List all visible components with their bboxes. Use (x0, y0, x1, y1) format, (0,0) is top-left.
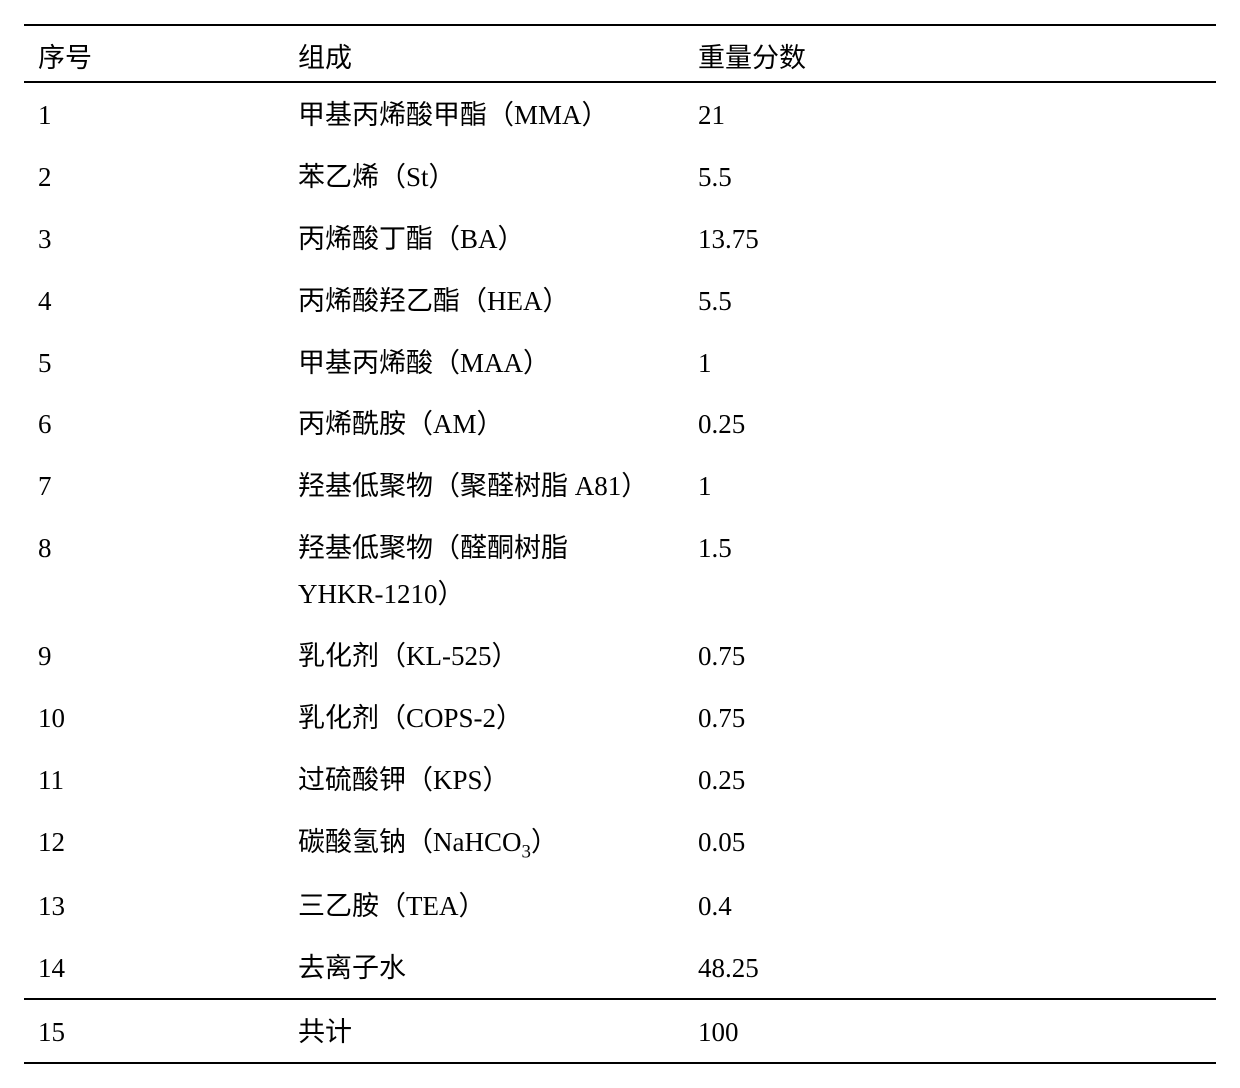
cell-wt: 5.5 (684, 145, 1216, 207)
cell-comp: 乳化剂（KL-525） (284, 624, 684, 686)
cell-comp: 苯乙烯（St） (284, 145, 684, 207)
cell-wt: 1 (684, 454, 1216, 516)
cell-comp: 碳酸氢钠（NaHCO3） (284, 810, 684, 875)
cell-comp: 乳化剂（COPS-2） (284, 686, 684, 748)
table-row: 14去离子水48.25 (24, 936, 1216, 999)
cell-comp: 羟基低聚物（醛酮树脂YHKR-1210） (284, 516, 684, 624)
table-row: 1甲基丙烯酸甲酯（MMA）21 (24, 82, 1216, 145)
cell-seq: 12 (24, 810, 284, 875)
cell-seq: 9 (24, 624, 284, 686)
cell-comp: 丙烯酸丁酯（BA） (284, 207, 684, 269)
cell-seq: 13 (24, 874, 284, 936)
cell-wt: 0.75 (684, 624, 1216, 686)
cell-comp: 三乙胺（TEA） (284, 874, 684, 936)
cell-comp: 过硫酸钾（KPS） (284, 748, 684, 810)
table-row: 2苯乙烯（St）5.5 (24, 145, 1216, 207)
cell-seq: 6 (24, 392, 284, 454)
table-row: 4丙烯酸羟乙酯（HEA）5.5 (24, 269, 1216, 331)
col-header-seq: 序号 (24, 25, 284, 82)
cell-wt: 0.25 (684, 392, 1216, 454)
cell-wt: 21 (684, 82, 1216, 145)
cell-seq: 4 (24, 269, 284, 331)
table-row: 10乳化剂（COPS-2）0.75 (24, 686, 1216, 748)
cell-comp: 丙烯酰胺（AM） (284, 392, 684, 454)
table-row: 13三乙胺（TEA）0.4 (24, 874, 1216, 936)
cell-comp: 去离子水 (284, 936, 684, 999)
cell-seq: 5 (24, 331, 284, 393)
table-row: 12碳酸氢钠（NaHCO3）0.05 (24, 810, 1216, 875)
table-row: 7羟基低聚物（聚醛树脂 A81）1 (24, 454, 1216, 516)
cell-comp: 共计 (284, 999, 684, 1063)
cell-wt: 0.25 (684, 748, 1216, 810)
cell-seq: 8 (24, 516, 284, 624)
cell-seq: 1 (24, 82, 284, 145)
table-row: 11过硫酸钾（KPS）0.25 (24, 748, 1216, 810)
table-row: 8羟基低聚物（醛酮树脂YHKR-1210）1.5 (24, 516, 1216, 624)
cell-wt: 48.25 (684, 936, 1216, 999)
cell-wt: 0.75 (684, 686, 1216, 748)
composition-table: 序号 组成 重量分数 1甲基丙烯酸甲酯（MMA）212苯乙烯（St）5.53丙烯… (24, 24, 1216, 1064)
cell-wt: 0.4 (684, 874, 1216, 936)
col-header-wt: 重量分数 (684, 25, 1216, 82)
cell-wt: 1.5 (684, 516, 1216, 624)
table-row: 9乳化剂（KL-525）0.75 (24, 624, 1216, 686)
cell-wt: 1 (684, 331, 1216, 393)
col-header-comp: 组成 (284, 25, 684, 82)
cell-seq: 2 (24, 145, 284, 207)
cell-seq: 10 (24, 686, 284, 748)
table-row: 6丙烯酰胺（AM）0.25 (24, 392, 1216, 454)
cell-seq: 11 (24, 748, 284, 810)
cell-wt: 100 (684, 999, 1216, 1063)
cell-wt: 0.05 (684, 810, 1216, 875)
table-row: 5甲基丙烯酸（MAA）1 (24, 331, 1216, 393)
cell-wt: 13.75 (684, 207, 1216, 269)
cell-seq: 3 (24, 207, 284, 269)
cell-comp: 甲基丙烯酸（MAA） (284, 331, 684, 393)
cell-comp: 羟基低聚物（聚醛树脂 A81） (284, 454, 684, 516)
table-header-row: 序号 组成 重量分数 (24, 25, 1216, 82)
cell-seq: 7 (24, 454, 284, 516)
cell-wt: 5.5 (684, 269, 1216, 331)
table-row: 3丙烯酸丁酯（BA）13.75 (24, 207, 1216, 269)
cell-comp: 丙烯酸羟乙酯（HEA） (284, 269, 684, 331)
table-total-row: 15共计100 (24, 999, 1216, 1063)
cell-seq: 14 (24, 936, 284, 999)
cell-seq: 15 (24, 999, 284, 1063)
table-body: 1甲基丙烯酸甲酯（MMA）212苯乙烯（St）5.53丙烯酸丁酯（BA）13.7… (24, 82, 1216, 1063)
cell-comp: 甲基丙烯酸甲酯（MMA） (284, 82, 684, 145)
